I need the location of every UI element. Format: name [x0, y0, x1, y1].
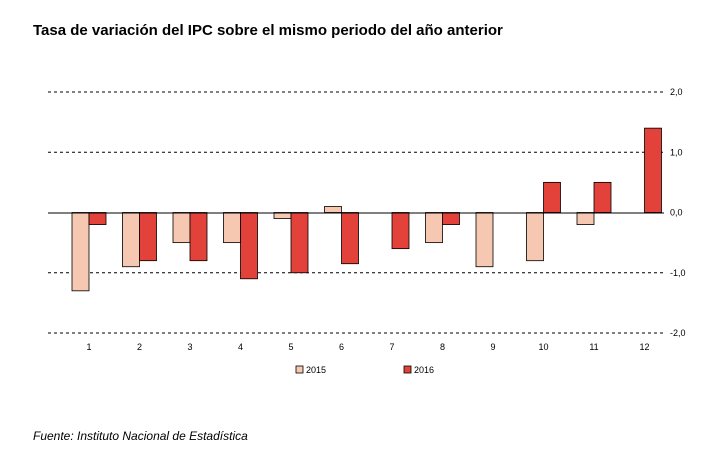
legend-label-2016: 2016 — [414, 365, 434, 375]
source-note: Fuente: Instituto Nacional de Estadístic… — [33, 429, 248, 443]
bar-2016-12 — [644, 127, 662, 213]
x-tick-label: 6 — [339, 342, 344, 352]
y-tick-label: -2,0 — [670, 328, 686, 338]
bar-2016-7 — [391, 212, 410, 250]
bar-2016-3 — [189, 212, 208, 262]
legend-swatch-2016 — [403, 365, 412, 374]
bar-2015-1 — [71, 212, 90, 292]
bar-2015-3 — [172, 212, 191, 244]
bar-2015-10 — [526, 212, 544, 262]
y-tick-label: 1,0 — [670, 147, 683, 157]
y-tick-label: 0,0 — [670, 208, 683, 218]
x-axis-ticks: 1 2 3 4 5 6 7 8 9 10 11 12 — [86, 342, 649, 352]
x-tick-label: 1 — [86, 342, 91, 352]
bar-2016-5 — [290, 212, 309, 274]
bars — [71, 127, 662, 292]
x-tick-label: 3 — [187, 342, 192, 352]
x-tick-label: 8 — [440, 342, 445, 352]
x-tick-label: 4 — [238, 342, 243, 352]
x-tick-label: 9 — [490, 342, 495, 352]
x-tick-label: 7 — [389, 342, 394, 352]
x-tick-label: 5 — [288, 342, 293, 352]
bar-2016-6 — [341, 212, 359, 265]
gridlines — [48, 91, 664, 334]
x-tick-label: 11 — [589, 342, 598, 352]
bar-2016-11 — [593, 181, 612, 213]
x-tick-label: 12 — [639, 342, 649, 352]
y-tick-label: 2,0 — [670, 87, 683, 97]
legend-swatch-2015 — [295, 365, 304, 374]
bar-2015-6 — [324, 206, 342, 213]
y-axis-ticks: 2,0 1,0 0,0 -1,0 -2,0 — [670, 87, 686, 338]
bar-2015-2 — [122, 212, 140, 268]
legend: 2015 2016 — [295, 365, 434, 375]
bar-2016-10 — [543, 181, 561, 213]
bar-2015-9 — [475, 212, 494, 268]
chart-title: Tasa de variación del IPC sobre el mismo… — [33, 22, 503, 39]
legend-label-2015: 2015 — [306, 365, 326, 375]
bar-2015-11 — [576, 212, 595, 225]
bar-2016-8 — [442, 212, 460, 225]
x-tick-label: 2 — [137, 342, 142, 352]
bar-2016-1 — [88, 212, 107, 225]
y-tick-label: -1,0 — [670, 268, 686, 278]
bar-2015-8 — [425, 212, 443, 244]
bar-2016-4 — [240, 212, 258, 280]
bar-2016-2 — [139, 212, 157, 262]
bar-2015-4 — [223, 212, 241, 244]
x-tick-label: 10 — [538, 342, 548, 352]
